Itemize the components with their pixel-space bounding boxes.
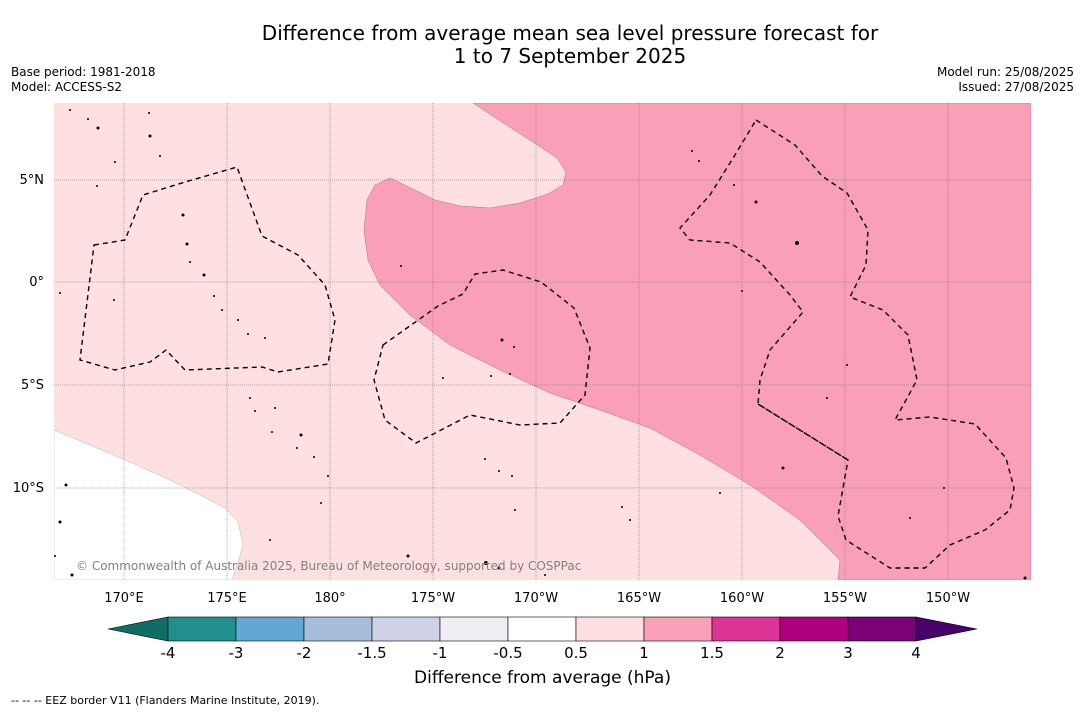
lon-label: 180°: [314, 591, 345, 606]
lat-label: 10°S: [13, 481, 44, 496]
lon-label: 175°E: [207, 591, 247, 606]
colorbar-swatch: [439, 616, 509, 642]
copyright-text: © Commonwealth of Australia 2025, Bureau…: [76, 559, 581, 573]
model-run: Model run: 25/08/2025: [936, 65, 1074, 79]
anomaly-white-region: [54, 429, 244, 580]
colorbar-swatch: [167, 616, 237, 642]
colorbar-label: Difference from average (hPa): [414, 668, 671, 688]
latitude-labels: 5°N 0° 5°S 10°S: [13, 173, 44, 496]
colorbar-swatch: [575, 616, 645, 642]
colorbar-tick-label: -3: [229, 644, 244, 662]
colorbar-tick-label: 4: [911, 644, 921, 662]
lon-label: 150°W: [926, 591, 970, 606]
eez-borders: [79, 119, 1015, 569]
lon-label: 160°W: [720, 591, 764, 606]
lat-label: 5°N: [20, 173, 45, 188]
colorbar-swatch: [303, 616, 373, 642]
colorbar-extend-right: [915, 616, 978, 642]
model-name: Model: ACCESS-S2: [11, 80, 123, 94]
colorbar-swatch: [371, 616, 441, 642]
colorbar-swatch: [235, 616, 305, 642]
colorbar-tick-label: 1: [639, 644, 649, 662]
colorbar-swatch: [779, 616, 849, 642]
colorbar-tick-label: -4: [161, 644, 176, 662]
colorbar-extend-left: [107, 616, 169, 642]
colorbar-tick-label: -0.5: [493, 644, 522, 662]
colorbar-tick-label: -2: [297, 644, 312, 662]
issued-date: Issued: 27/08/2025: [958, 80, 1074, 94]
lon-label: 170°E: [104, 591, 144, 606]
lat-label: 5°S: [21, 378, 44, 393]
anomaly-pink-region: [363, 103, 1031, 580]
eez-legend: -- -- -- EEZ border V11 (Flanders Marine…: [11, 694, 320, 707]
colorbar-tick-label: -1: [433, 644, 448, 662]
islands: [54, 109, 1027, 580]
chart-title: Difference from average mean sea level p…: [0, 22, 1085, 68]
colorbar-swatch: [507, 616, 577, 642]
title-line-1: Difference from average mean sea level p…: [261, 21, 879, 45]
title-line-2: 1 to 7 September 2025: [453, 44, 687, 68]
longitude-labels: 170°E 175°E 180° 175°W 170°W 165°W 160°W…: [104, 591, 970, 606]
lon-label: 155°W: [823, 591, 867, 606]
colorbar: [107, 616, 978, 642]
colorbar-ticks: -4 -3 -2 -1.5 -1 -0.5 0.5 1 1.5 2 3 4: [161, 644, 921, 662]
base-period: Base period: 1981-2018: [11, 65, 156, 79]
meta-left: Base period: 1981-2018 Model: ACCESS-S2: [11, 65, 156, 95]
colorbar-swatch: [847, 616, 917, 642]
lon-label: 175°W: [411, 591, 455, 606]
colorbar-tick-label: 1.5: [700, 644, 724, 662]
eez-kiribati-line: [679, 119, 1015, 569]
lon-label: 170°W: [514, 591, 558, 606]
colorbar-tick-label: -1.5: [357, 644, 386, 662]
graticule: [54, 103, 1031, 580]
lon-label: 165°W: [617, 591, 661, 606]
colorbar-swatch: [643, 616, 713, 642]
eez-kiribati-gilbert: [79, 166, 336, 373]
colorbar-swatch: [711, 616, 781, 642]
lat-label: 0°: [29, 275, 44, 290]
meta-right: Model run: 25/08/2025 Issued: 27/08/2025: [937, 65, 1074, 95]
colorbar-tick-label: 0.5: [564, 644, 588, 662]
colorbar-tick-label: 2: [775, 644, 785, 662]
map-panel: © Commonwealth of Australia 2025, Bureau…: [54, 103, 1031, 580]
colorbar-tick-label: 3: [843, 644, 853, 662]
